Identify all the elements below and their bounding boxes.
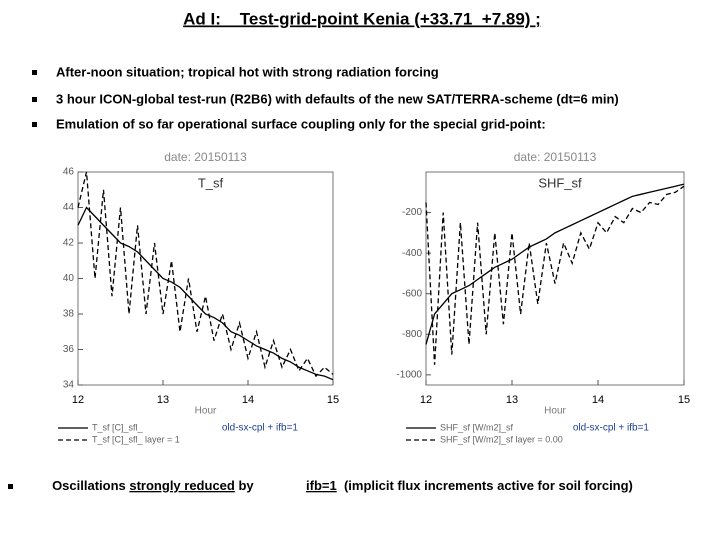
data-line: [77, 171, 334, 378]
y-tick-label: 46: [63, 167, 75, 178]
x-tick-label: 13: [506, 394, 518, 406]
plot-frame: [77, 171, 334, 386]
footer-bullet: Oscillations strongly reduced by ifb=1 (i…: [34, 478, 644, 493]
x-tick-label: 13: [157, 394, 169, 406]
chart-title: T_sf: [198, 175, 224, 190]
footer-text: by: [235, 478, 255, 493]
bullet-icon: [8, 484, 13, 489]
slide-title: Ad I: Test-grid-point Kenia (+33.71_+7.8…: [183, 9, 541, 28]
bullet: After-noon situation; tropical hot with …: [56, 64, 439, 79]
bullet-icon: [32, 70, 37, 75]
footer-text: Oscillations: [52, 478, 129, 493]
bullet: Emulation of so far operational surface …: [56, 116, 546, 131]
data-line: [425, 183, 685, 345]
bullet-icon: [32, 122, 37, 127]
y-tick-label: -200: [402, 207, 422, 218]
data-line: [425, 185, 685, 365]
y-tick-label: 44: [63, 202, 75, 213]
x-tick-label: 12: [420, 394, 432, 406]
y-tick-label: -600: [402, 288, 422, 299]
y-tick-label: 40: [63, 273, 75, 284]
bullet: 3 hour ICON-global test-run (R2B6) with …: [56, 91, 619, 106]
annotation: old-sx-cpl + ifb=1: [573, 423, 650, 434]
footer-text: ifb=1: [306, 478, 337, 493]
x-tick-label: 15: [327, 394, 339, 406]
x-tick-label: 14: [592, 394, 604, 406]
y-tick-label: 38: [63, 309, 75, 320]
bullet-icon: [32, 97, 37, 102]
footer-text: (implicit flux increments active for soi…: [337, 478, 633, 493]
x-tick-label: 14: [242, 394, 254, 406]
x-tick-label: 12: [72, 394, 84, 406]
annotation: old-sx-cpl + ifb=1: [222, 423, 299, 434]
legend-label: T_sf [C]_sfl_: [92, 422, 144, 432]
y-tick-label: 36: [63, 344, 75, 355]
data-line: [77, 206, 334, 381]
plot-frame: [425, 171, 685, 386]
chart-title: SHF_sf: [538, 175, 582, 190]
legend-label: SHF_sf [W/m2]_sf layer = 0.00: [440, 434, 563, 444]
chart-subtitle: date: 20150113: [514, 150, 597, 164]
chart-subtitle: date: 20150113: [164, 150, 247, 164]
x-axis-label: Hour: [544, 406, 566, 417]
x-tick-label: 15: [678, 394, 690, 406]
legend-label: T_sf [C]_sfl_ layer = 1: [92, 434, 180, 444]
y-tick-label: -800: [402, 329, 422, 340]
x-axis-label: Hour: [195, 406, 217, 417]
legend-label: SHF_sf [W/m2]_sf: [440, 422, 514, 432]
y-tick-label: 42: [63, 238, 75, 249]
y-tick-label: 34: [63, 380, 75, 391]
footer-text: strongly reduced: [129, 478, 235, 493]
y-tick-label: -1000: [396, 369, 422, 380]
y-tick-label: -400: [402, 248, 422, 259]
